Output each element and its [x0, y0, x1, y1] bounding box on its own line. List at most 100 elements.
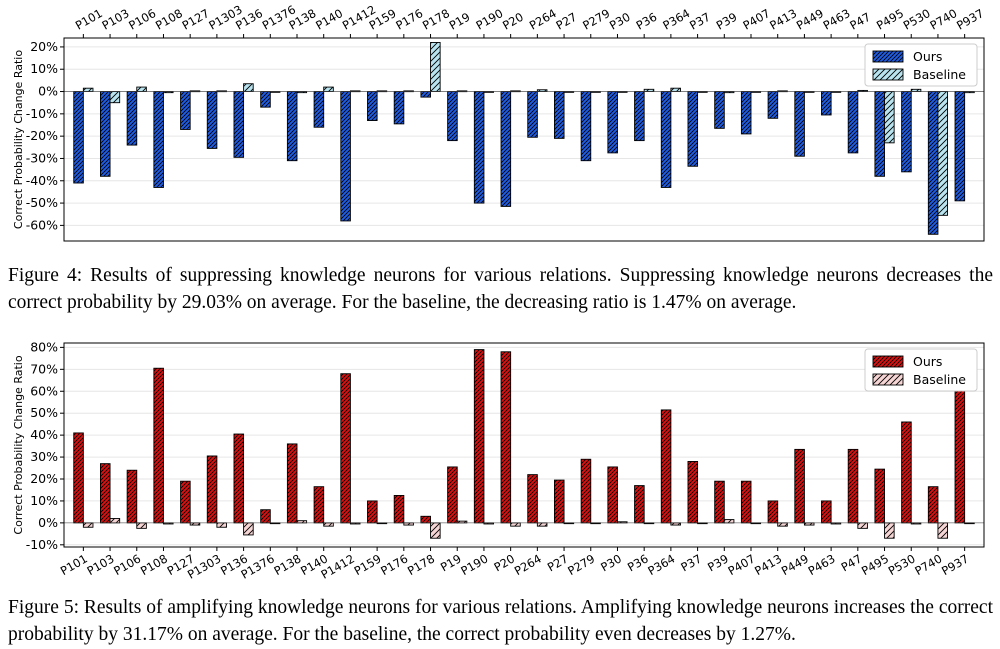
y-axis-label: Correct Probability Change Ratio [12, 355, 25, 534]
y-tick-label: 20% [30, 471, 58, 486]
bar-ours-P39 [714, 480, 725, 524]
x-tick-label-P264: P264 [512, 551, 544, 578]
bar-ours-P127 [180, 91, 191, 130]
bar-ours-P449 [794, 91, 805, 157]
x-tick-label-P47: P47 [847, 10, 873, 33]
x-tick-label-P39: P39 [714, 10, 740, 33]
legend: Ours Baseline [864, 43, 978, 87]
bar-baseline-P36 [643, 88, 655, 92]
bar-baseline-P176 [403, 522, 414, 526]
bar-ours-P140 [313, 486, 325, 524]
y-axis-label: Correct Probability Change Ratio [12, 50, 25, 229]
bar-ours-P106 [126, 91, 138, 146]
bar-baseline-P178 [430, 42, 441, 92]
y-tick-label: 40% [30, 427, 58, 442]
bar-ours-P37 [687, 91, 699, 167]
bar-ours-P178 [420, 91, 431, 98]
bar-ours-P740 [927, 486, 939, 524]
legend: Ours Baseline [864, 348, 978, 392]
bar-ours-P101 [73, 91, 84, 184]
bar-baseline-P47 [857, 522, 868, 529]
bar-baseline-P138 [296, 520, 308, 524]
bar-ours-P495 [874, 91, 885, 177]
y-tick-label: -50% [26, 195, 58, 210]
bar-ours-P530 [901, 91, 912, 173]
bar-ours-P264 [527, 91, 538, 138]
figure-4-chart: 20% 10% 0% -10% -20% -30% -40% -50% -60%Correct … [12, 2, 986, 242]
y-tick-label: 60% [30, 383, 58, 398]
x-tick-label-P20: P20 [500, 10, 526, 33]
bar-ours-P264 [527, 474, 538, 524]
bar-ours-P108 [153, 367, 164, 524]
legend-swatch-ours [872, 355, 904, 368]
x-tick-label-P19: P19 [438, 551, 464, 574]
bar-ours-P37 [687, 461, 699, 524]
x-tick-label-P20: P20 [491, 551, 517, 574]
bar-baseline-P264 [536, 522, 548, 527]
bar-ours-P495 [874, 468, 885, 524]
bar-baseline-P178 [430, 522, 441, 539]
bar-ours-P407 [740, 480, 752, 524]
bar-ours-P1412 [340, 373, 351, 524]
y-tick-label: 50% [30, 405, 58, 420]
y-tick-label: -60% [26, 217, 58, 232]
x-tick-label-P27: P27 [554, 10, 580, 33]
bar-ours-P136 [233, 91, 245, 158]
bar-baseline-P103 [109, 91, 121, 104]
figure-4-caption: Figure 4: Results of suppressing knowled… [8, 265, 993, 313]
bar-ours-P19 [447, 91, 458, 142]
bar-baseline-P495 [884, 522, 895, 539]
x-tick-label-P937: P937 [954, 6, 986, 33]
bar-ours-P190 [473, 349, 485, 524]
bar-ours-P463 [821, 91, 832, 116]
x-tick-label-P178: P178 [405, 551, 437, 578]
bar-ours-P190 [473, 91, 485, 204]
legend-label-ours: Ours [913, 49, 942, 64]
x-tick-label-P463: P463 [806, 551, 838, 578]
x-tick-label-P30: P30 [598, 551, 624, 574]
bar-ours-P176 [393, 91, 405, 125]
bar-ours-P27 [553, 91, 565, 139]
bar-ours-P463 [821, 500, 832, 524]
y-tick-label: -30% [26, 150, 58, 165]
bar-ours-P1303 [206, 91, 218, 149]
bar-baseline-P101 [82, 87, 94, 92]
bar-ours-P127 [180, 480, 191, 524]
bar-baseline-P413 [777, 522, 788, 527]
bar-ours-P178 [420, 515, 431, 524]
x-tick-label-P39: P39 [705, 551, 731, 574]
legend-swatch-ours [872, 50, 904, 63]
plot-frame [63, 342, 985, 548]
bar-baseline-P136 [243, 83, 254, 92]
bar-ours-P279 [580, 458, 592, 524]
bar-ours-P36 [634, 485, 645, 524]
x-tick-label-P37: P37 [678, 551, 704, 574]
x-tick-label-P27: P27 [545, 551, 571, 574]
figure-5-chart: 80% 70% 60% 50% 40% 30% 20% 10% 0% -10%Correct Pr… [12, 339, 985, 582]
bar-ours-P39 [714, 91, 725, 129]
y-tick-label: 30% [30, 449, 58, 464]
bar-baseline-P449 [803, 522, 815, 526]
bar-baseline-P140 [323, 522, 334, 527]
bar-ours-P19 [447, 466, 458, 524]
bar-ours-P1376 [260, 91, 271, 108]
y-tick-label: 80% [30, 339, 58, 354]
x-tick-label-P36: P36 [625, 551, 651, 574]
bar-baseline-P140 [323, 86, 334, 92]
bar-baseline-P39 [723, 519, 735, 524]
x-tick-label-P279: P279 [565, 551, 597, 578]
x-tick-label-P937: P937 [939, 551, 971, 578]
y-tick-label: 10% [30, 61, 58, 76]
bar-ours-P36 [634, 91, 645, 142]
bar-ours-P20 [500, 91, 512, 207]
bar-ours-P176 [393, 495, 405, 524]
bar-ours-P1412 [340, 91, 351, 222]
bar-ours-P30 [607, 91, 618, 154]
bar-baseline-P103 [109, 518, 121, 524]
bar-ours-P20 [500, 351, 512, 524]
bar-ours-P413 [767, 500, 779, 524]
x-tick-label-P47: P47 [839, 551, 865, 574]
bar-ours-P103 [99, 91, 111, 177]
bar-baseline-P101 [82, 522, 94, 528]
bar-ours-P106 [126, 469, 138, 524]
